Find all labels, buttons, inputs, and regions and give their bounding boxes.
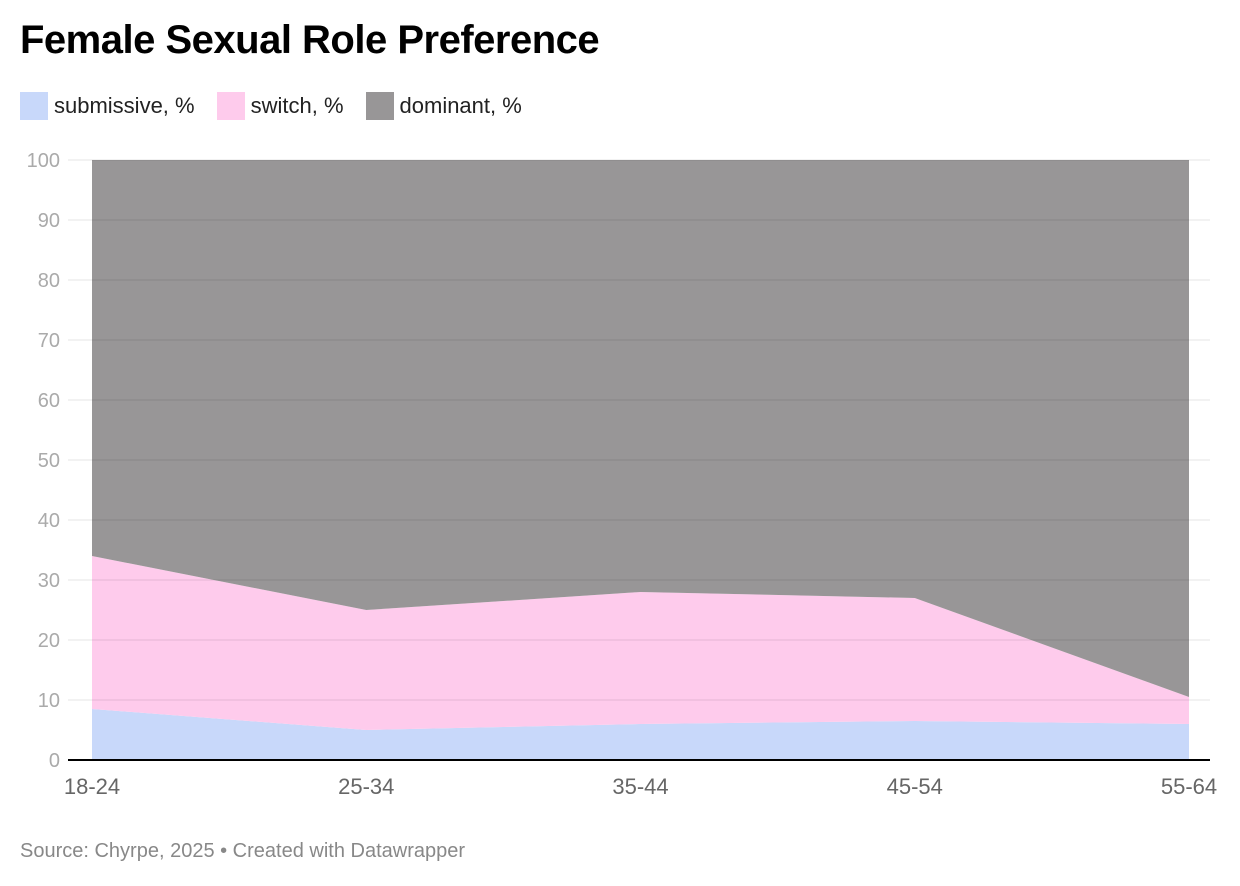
x-tick-label: 45-54 — [887, 774, 943, 799]
y-tick-label: 20 — [38, 630, 60, 652]
legend-swatch-switch — [216, 92, 245, 120]
legend-label-switch: switch, % — [250, 93, 344, 118]
y-tick-label: 100 — [27, 150, 60, 172]
area-submissive — [92, 709, 1189, 760]
y-tick-label: 50 — [38, 450, 60, 472]
y-tick-label: 0 — [49, 750, 60, 772]
chart-title: Female Sexual Role Preference — [20, 18, 600, 62]
area-dominant — [92, 160, 1189, 697]
legend-item-submissive: submissive, % — [20, 92, 195, 120]
source-note: Source: Chyrpe, 2025 • Created with Data… — [20, 840, 466, 862]
x-tick-label: 25-34 — [338, 774, 394, 799]
y-tick-label: 80 — [38, 270, 60, 292]
legend-label-submissive: submissive, % — [54, 93, 195, 118]
legend-label-dominant: dominant, % — [399, 93, 522, 118]
y-tick-label: 90 — [38, 210, 60, 232]
legend-item-switch: switch, % — [216, 92, 344, 120]
y-tick-label: 70 — [38, 330, 60, 352]
x-tick-label: 35-44 — [612, 774, 668, 799]
y-tick-label: 40 — [38, 510, 60, 532]
legend-item-dominant: dominant, % — [365, 92, 522, 120]
legend-swatch-submissive — [20, 92, 48, 120]
legend: submissive, % switch, % dominant, % — [20, 92, 522, 120]
y-tick-label: 10 — [38, 690, 60, 712]
legend-swatch-dominant — [365, 92, 394, 120]
x-tick-label: 55-64 — [1161, 774, 1217, 799]
y-tick-label: 30 — [38, 570, 60, 592]
area-switch — [92, 556, 1189, 730]
y-tick-label: 60 — [38, 390, 60, 412]
x-tick-label: 18-24 — [64, 774, 120, 799]
